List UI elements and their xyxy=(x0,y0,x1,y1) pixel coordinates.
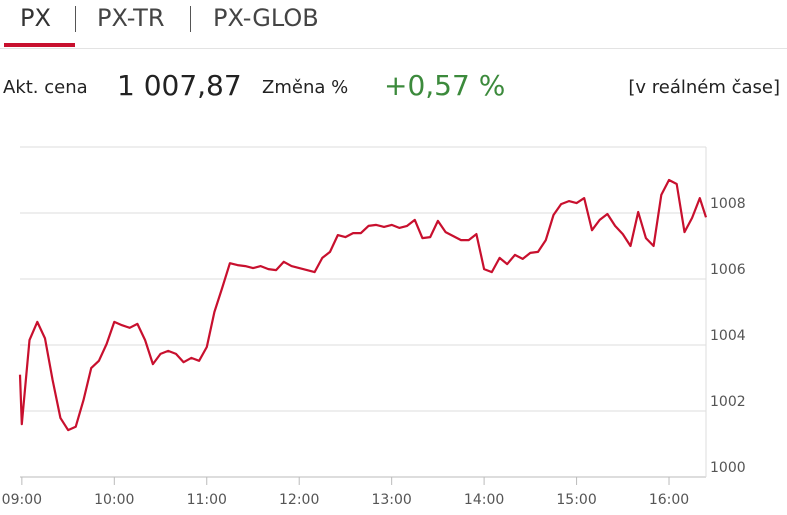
x-tick-label: 11:00 xyxy=(187,492,227,508)
x-tick-label: 12:00 xyxy=(279,492,319,508)
x-tick-label: 15:00 xyxy=(556,492,596,508)
price: 1 007,87 xyxy=(117,69,242,102)
x-tick-label: 14:00 xyxy=(464,492,504,508)
x-tick-label: 10:00 xyxy=(94,492,134,508)
change: +0,57 % xyxy=(384,69,506,102)
change-label: Změna % xyxy=(262,77,349,98)
y-tick-label: 1002 xyxy=(710,394,746,410)
x-tick-label: 13:00 xyxy=(371,492,411,508)
price-label: Akt. cena xyxy=(3,77,88,98)
tab-bar: PX PX-TR PX-GLOB xyxy=(0,0,787,49)
tab[interactable]: PX-GLOB xyxy=(213,4,319,32)
x-tick-label: 09:00 xyxy=(2,492,42,508)
x-tick-label: 16:00 xyxy=(649,492,689,508)
tab[interactable]: PX-TR xyxy=(97,4,165,32)
realtime-note: [v reálném čase] xyxy=(628,77,780,98)
y-tick-label: 1008 xyxy=(710,196,746,212)
y-tick-label: 1004 xyxy=(710,328,746,344)
tab[interactable]: PX xyxy=(20,4,51,32)
active-underline xyxy=(4,43,75,47)
y-tick-label: 1006 xyxy=(710,262,746,278)
separator xyxy=(190,6,191,32)
y-tick-label: 1000 xyxy=(710,460,746,476)
price-line xyxy=(18,178,708,432)
separator xyxy=(75,6,76,32)
